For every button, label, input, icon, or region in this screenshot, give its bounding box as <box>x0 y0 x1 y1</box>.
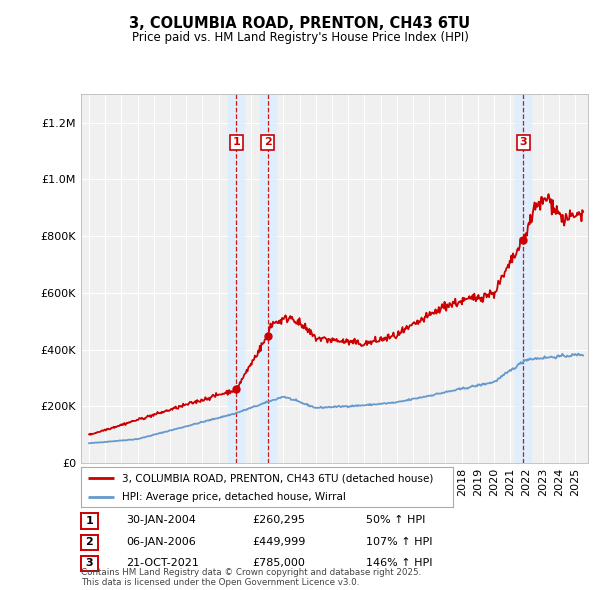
Text: 3: 3 <box>520 137 527 148</box>
Text: 1: 1 <box>86 516 93 526</box>
Text: Price paid vs. HM Land Registry's House Price Index (HPI): Price paid vs. HM Land Registry's House … <box>131 31 469 44</box>
Bar <box>515 94 532 463</box>
Text: 1: 1 <box>232 137 240 148</box>
Text: 50% ↑ HPI: 50% ↑ HPI <box>366 516 425 525</box>
Text: 2: 2 <box>86 537 93 547</box>
Text: 146% ↑ HPI: 146% ↑ HPI <box>366 558 433 568</box>
Text: 3, COLUMBIA ROAD, PRENTON, CH43 6TU: 3, COLUMBIA ROAD, PRENTON, CH43 6TU <box>130 16 470 31</box>
Text: 2: 2 <box>264 137 271 148</box>
Text: 3: 3 <box>86 559 93 568</box>
Text: 30-JAN-2004: 30-JAN-2004 <box>126 516 196 525</box>
Text: 107% ↑ HPI: 107% ↑ HPI <box>366 537 433 546</box>
Text: £449,999: £449,999 <box>252 537 305 546</box>
Text: Contains HM Land Registry data © Crown copyright and database right 2025.
This d: Contains HM Land Registry data © Crown c… <box>81 568 421 587</box>
Text: 06-JAN-2006: 06-JAN-2006 <box>126 537 196 546</box>
Bar <box>260 94 276 463</box>
Text: HPI: Average price, detached house, Wirral: HPI: Average price, detached house, Wirr… <box>122 491 346 502</box>
Bar <box>228 94 244 463</box>
Text: 21-OCT-2021: 21-OCT-2021 <box>126 558 199 568</box>
Text: £260,295: £260,295 <box>252 516 305 525</box>
Text: 3, COLUMBIA ROAD, PRENTON, CH43 6TU (detached house): 3, COLUMBIA ROAD, PRENTON, CH43 6TU (det… <box>122 473 433 483</box>
Text: £785,000: £785,000 <box>252 558 305 568</box>
